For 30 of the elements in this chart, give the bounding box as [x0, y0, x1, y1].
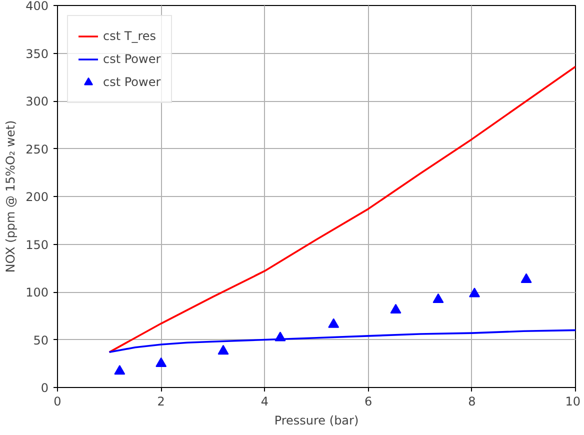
- x-axis-title: Pressure (bar): [274, 414, 359, 428]
- x-tick-label: 8: [468, 394, 476, 408]
- point: [114, 364, 126, 375]
- y-tick-label: 400: [26, 0, 48, 13]
- legend-label: cst Power: [103, 52, 161, 66]
- point: [468, 288, 480, 298]
- point: [328, 318, 340, 328]
- y-tick-label: 150: [26, 238, 48, 252]
- point: [274, 332, 286, 342]
- y-tick-label: 200: [26, 190, 48, 204]
- point: [390, 304, 402, 314]
- y-tick-label: 0: [40, 381, 49, 395]
- line-series: [108, 329, 576, 354]
- x-tick-label: 10: [565, 394, 581, 408]
- y-tick-label: 300: [26, 94, 48, 108]
- y-axis-title: NOX (ppm @ 15%O₂ wet): [4, 120, 18, 273]
- y-tick-label: 100: [26, 286, 48, 300]
- legend-label: cst Power: [103, 75, 161, 89]
- x-tick-label: 4: [260, 394, 269, 408]
- point: [218, 344, 229, 355]
- point: [432, 293, 444, 304]
- y-tick-label: 50: [33, 333, 49, 348]
- y-tick-label: 250: [26, 142, 48, 156]
- legend-label: cst T_res: [103, 29, 156, 43]
- point: [156, 357, 167, 368]
- point: [520, 273, 532, 283]
- x-tick-label: 0: [54, 394, 62, 408]
- x-tick-label: 6: [364, 394, 372, 408]
- y-tick-label: 350: [26, 46, 48, 61]
- x-tick-label: 2: [157, 394, 165, 408]
